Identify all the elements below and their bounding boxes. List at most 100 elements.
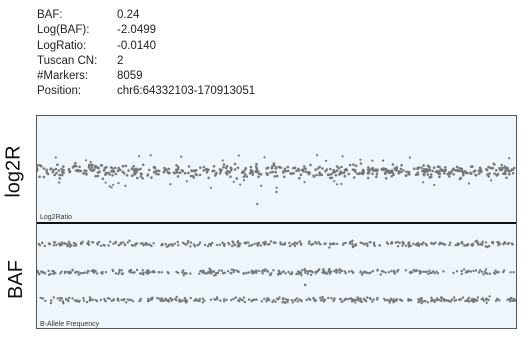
log2r-point xyxy=(492,162,496,166)
info-key: Position: xyxy=(37,85,82,98)
baf-point xyxy=(201,297,204,300)
baf-point xyxy=(130,298,133,301)
baf-point xyxy=(362,297,366,301)
baf-point xyxy=(445,299,448,302)
log2r-point xyxy=(495,173,499,177)
log2r-point xyxy=(180,155,183,158)
baf-point xyxy=(242,296,246,299)
baf-point xyxy=(418,269,421,273)
log2r-point xyxy=(422,168,426,171)
log2r-point xyxy=(113,166,117,170)
baf-point xyxy=(283,243,286,246)
log2r-point xyxy=(478,166,482,169)
baf-point xyxy=(68,242,72,246)
log2r-point xyxy=(362,170,366,173)
log2r-point xyxy=(178,171,182,174)
baf-point xyxy=(222,300,226,303)
log2r-point xyxy=(508,172,511,176)
baf-point xyxy=(382,270,385,273)
log2r-point xyxy=(477,172,481,175)
baf-point xyxy=(344,272,347,275)
log2r-point xyxy=(292,166,295,170)
log2r-point xyxy=(450,170,453,173)
log2r-point xyxy=(498,166,501,170)
log2r-point xyxy=(463,170,467,173)
baf-point xyxy=(221,272,225,275)
baf-point xyxy=(82,299,86,302)
log2r-point xyxy=(325,159,328,162)
baf-point xyxy=(95,299,99,303)
baf-point xyxy=(221,241,224,244)
baf-point xyxy=(427,272,430,276)
log2r-point xyxy=(458,177,462,181)
baf-point xyxy=(328,246,331,249)
baf-point xyxy=(327,296,330,300)
baf-point xyxy=(372,298,375,301)
baf-point xyxy=(263,297,266,301)
baf-point xyxy=(267,297,270,301)
plot-svg[interactable]: Log2Ratio B-Allele Frequency xyxy=(37,116,516,328)
baf-point xyxy=(243,241,246,245)
baf-point xyxy=(138,272,142,275)
baf-point xyxy=(47,269,50,273)
log2r-point xyxy=(62,165,65,168)
baf-point xyxy=(480,242,483,245)
log2r-point xyxy=(260,184,263,187)
baf-point xyxy=(99,244,103,247)
baf-point xyxy=(299,243,303,246)
baf-point xyxy=(310,273,313,277)
baf-point xyxy=(433,300,436,304)
log2r-point xyxy=(422,181,425,184)
baf-point xyxy=(417,301,420,304)
baf-point xyxy=(82,271,85,275)
baf-point xyxy=(237,270,240,274)
baf-point xyxy=(247,271,251,274)
baf-point xyxy=(122,241,125,244)
log2r-point xyxy=(96,171,100,174)
baf-point xyxy=(86,271,89,275)
baf-point xyxy=(466,298,469,301)
baf-point xyxy=(268,273,272,276)
log2r-point xyxy=(121,164,125,168)
baf-point xyxy=(470,243,473,246)
log2r-point xyxy=(318,165,322,169)
baf-point xyxy=(126,298,129,301)
log2r-point xyxy=(487,175,491,178)
baf-point xyxy=(187,239,190,243)
baf-point xyxy=(376,296,379,300)
baf-point xyxy=(236,241,239,244)
baf-point xyxy=(393,272,396,275)
log2r-point xyxy=(422,164,425,167)
baf-point xyxy=(198,297,201,301)
baf-point xyxy=(68,296,71,300)
baf-point xyxy=(240,298,243,301)
plot-panels[interactable]: Log2Ratio B-Allele Frequency xyxy=(36,115,517,329)
baf-point xyxy=(48,242,52,245)
log2r-point xyxy=(500,166,504,170)
baf-point xyxy=(78,299,81,302)
baf-point xyxy=(317,241,320,244)
log2r-point xyxy=(224,171,228,175)
baf-point xyxy=(184,301,188,304)
log2r-point xyxy=(266,173,269,176)
log2r-point xyxy=(42,175,46,179)
baf-point xyxy=(425,270,429,273)
log2r-point xyxy=(90,166,94,169)
baf-point xyxy=(328,272,331,275)
baf-point xyxy=(484,241,488,244)
info-value: 8059 xyxy=(117,70,143,83)
baf-point xyxy=(106,297,110,300)
baf-point xyxy=(67,300,70,303)
log2r-point xyxy=(367,169,371,173)
log2r-point xyxy=(273,163,276,167)
baf-point xyxy=(110,299,114,303)
baf-point xyxy=(50,299,53,302)
log2r-point xyxy=(236,166,240,170)
baf-point xyxy=(504,242,507,245)
baf-point xyxy=(310,243,313,246)
baf-point xyxy=(493,272,496,275)
baf-point xyxy=(52,296,55,299)
baf-point xyxy=(392,301,395,304)
baf-point xyxy=(506,242,510,246)
baf-point xyxy=(421,243,424,246)
